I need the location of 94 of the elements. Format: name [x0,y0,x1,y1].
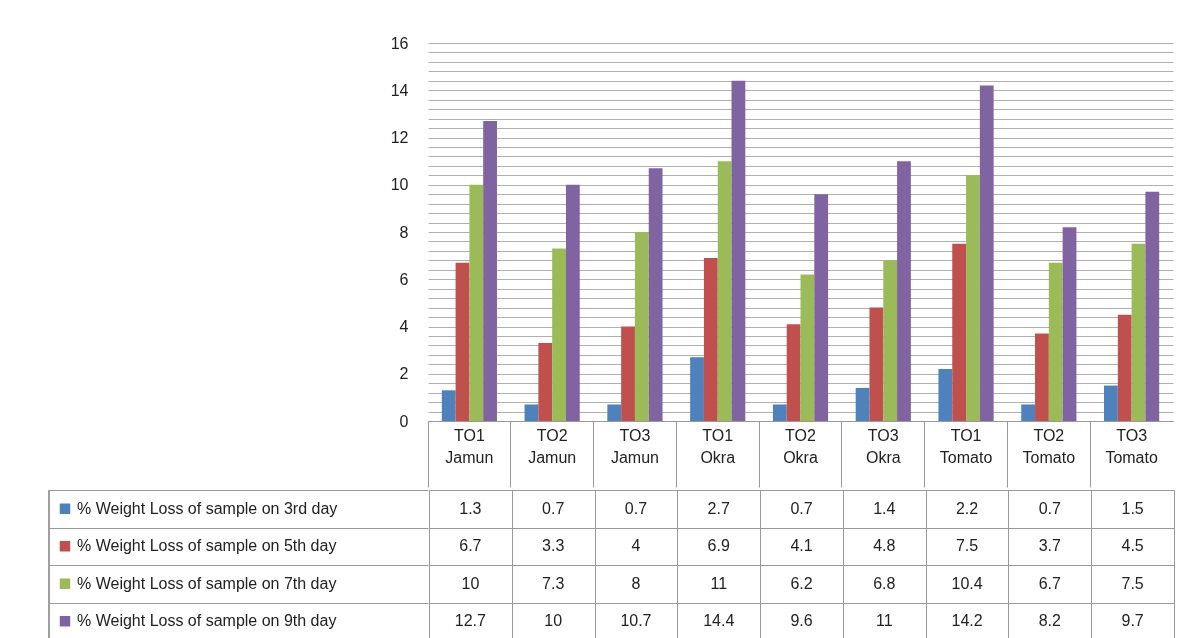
bar [469,184,484,421]
y-tick-label: 16 [390,34,409,52]
data-label: 11 [875,612,893,630]
data-label: 4.5 [1121,537,1144,555]
y-tick-label: 12 [390,129,409,146]
y-tick-label: 2 [399,365,409,383]
bar [648,168,663,421]
legend-label: % Weight Loss of sample on 9th day [77,612,337,630]
bar [634,232,649,421]
data-label: 1.4 [873,499,896,517]
bar [814,194,829,421]
bar [1104,385,1118,421]
x-tick-label: TO2 Jamun [528,426,577,466]
legend-label: % Weight Loss of sample on 3rd day [77,499,338,517]
x-tick-label: TO1 Jamun [445,426,494,466]
y-tick-label: 4 [399,318,409,335]
bar [524,404,539,421]
bar [897,161,911,421]
bar [979,85,994,421]
bar [703,257,718,421]
data-label: 0.7 [542,499,565,517]
bar [869,307,884,421]
data-label: 8.2 [1038,612,1062,630]
data-label: 10 [544,612,563,630]
bar [800,274,815,421]
data-label: 10 [461,574,480,592]
data-label: 14.2 [951,612,983,630]
x-tick-label: TO3 Okra [865,426,901,466]
data-label: 6.7 [1038,574,1062,592]
bar [1117,314,1132,421]
x-tick-label: TO2 Tomato [1022,426,1076,466]
data-label: 3.7 [1038,537,1062,555]
bar [690,357,704,421]
bar [966,175,980,421]
x-tick-label: TO1 Okra [700,426,736,466]
data-label: 4.1 [790,537,813,555]
data-label: 12.7 [454,612,487,630]
x-tick-label: TO1 Tomato [939,426,993,466]
y-tick-label: 8 [399,223,409,241]
data-label: 7.5 [955,537,979,555]
data-label: 1.3 [459,499,482,517]
legend-label: % Weight Loss of sample on 5th day [77,537,337,555]
data-label: 0.7 [624,499,648,517]
data-label: 7.3 [542,574,565,592]
bar [483,120,497,421]
bar [772,404,787,421]
bar [786,324,801,421]
bar [1145,191,1160,421]
y-tick-label: 6 [399,270,409,288]
data-label: 6.7 [459,537,482,555]
bar [538,343,553,421]
data-label: 7.5 [1121,574,1144,592]
x-tick-label: TO3 Jamun [610,426,659,466]
bar [855,387,870,421]
data-label: 6.8 [873,574,896,592]
bar [607,404,622,421]
y-tick-label: 10 [390,176,409,194]
x-tick-label: TO3 Tomato [1105,426,1158,466]
data-label: 9.7 [1121,612,1144,630]
bar [717,161,732,421]
data-label: 4 [631,537,641,555]
y-tick-label: 0 [399,412,409,430]
bar [952,243,967,421]
bar [1131,243,1146,421]
bar [552,248,566,421]
bar [1035,333,1049,421]
bar [1062,227,1077,421]
data-label: 10.4 [951,574,983,592]
bar [455,262,470,421]
data-label: 6.2 [790,574,813,592]
bar [565,184,580,421]
data-label: 9.6 [790,612,813,630]
bar [441,390,456,421]
data-label: 1.5 [1121,499,1144,517]
bar [621,326,635,421]
data-label: 4.8 [873,537,896,555]
data-label: 2.2 [955,499,979,517]
x-tick-label: TO2 Okra [783,426,818,466]
bar [883,260,898,421]
y-tick-label: 14 [390,81,409,99]
data-label: 6.9 [707,537,730,555]
data-label: 11 [710,574,728,592]
data-label: 3.3 [542,537,565,555]
data-label: 0.7 [790,499,813,517]
data-label: 8 [631,574,641,592]
data-label: 10.7 [620,612,652,630]
legend-label: % Weight Loss of sample on 7th day [77,574,337,592]
bar [938,369,953,421]
bar [731,80,746,421]
bar [1021,404,1036,421]
bar [1048,262,1063,421]
data-label: 0.7 [1038,499,1062,517]
data-label: 2.7 [707,499,730,517]
data-label: 14.4 [703,612,735,630]
